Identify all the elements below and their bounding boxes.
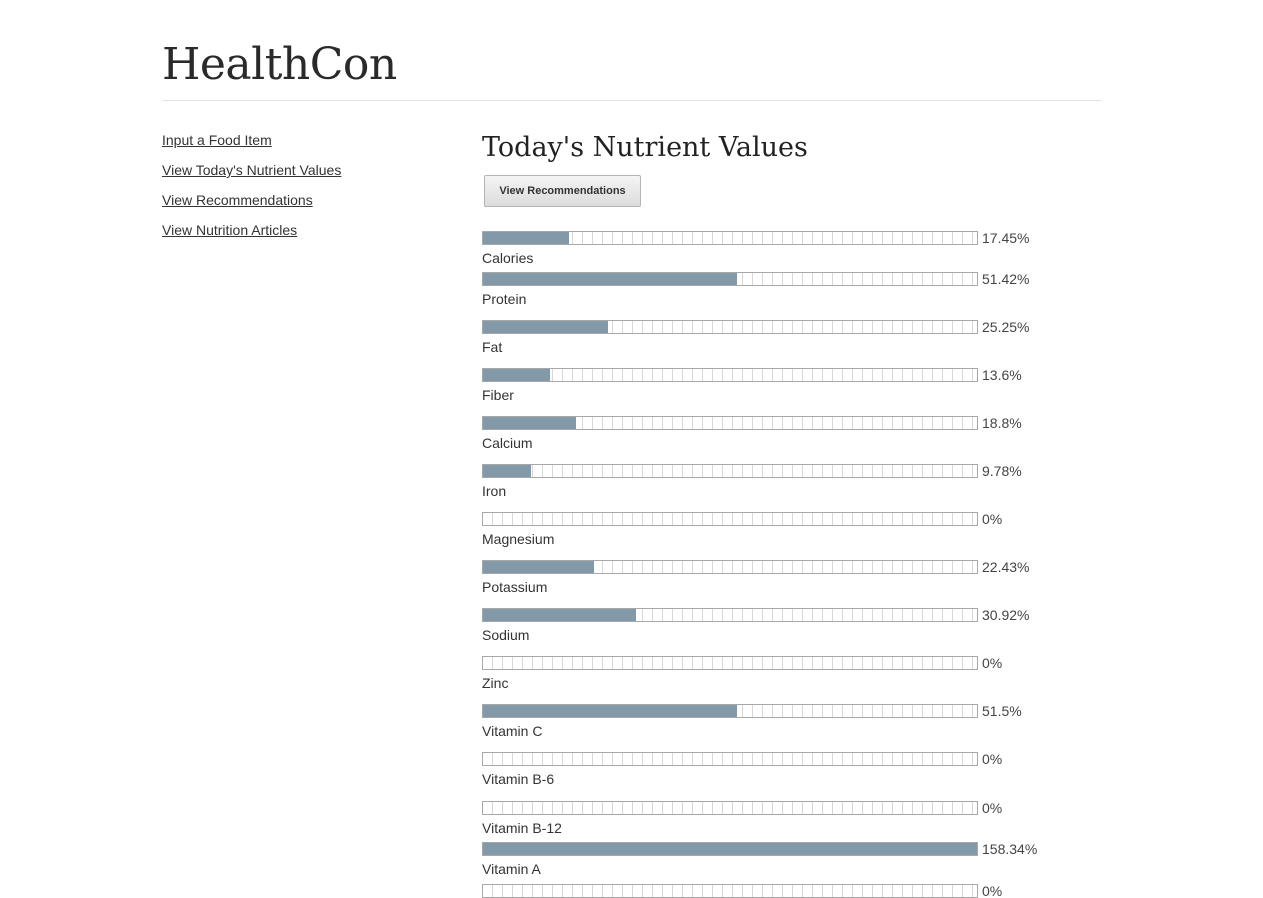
nutrient-label: Vitamin A <box>482 861 541 877</box>
nutrient-progress-bar <box>482 464 978 478</box>
nutrient-label: Magnesium <box>482 531 555 547</box>
nutrient-progress-fill <box>483 369 550 381</box>
sidebar-link-nutrient-values[interactable]: View Today's Nutrient Values <box>162 162 342 178</box>
nutrient-label: Potassium <box>482 579 548 595</box>
nutrient-row: 0% Magnesium <box>482 511 1102 556</box>
nutrient-percent: 25.25% <box>982 319 1030 335</box>
nutrient-row: 13.6% Fiber <box>482 367 1102 412</box>
nutrient-row: 30.92% Sodium <box>482 607 1102 652</box>
nutrient-row: 51.42% Protein <box>482 271 1102 316</box>
nutrient-row: 25.25% Fat <box>482 319 1102 364</box>
nutrient-progress-bar <box>482 752 978 766</box>
nutrient-percent: 0% <box>982 655 1003 671</box>
nutrient-label: Vitamin B-6 <box>482 771 555 787</box>
nutrient-progress-fill <box>483 417 576 429</box>
nutrient-progress-bar <box>482 704 978 718</box>
nutrient-progress-bar <box>482 560 978 574</box>
nutrient-row: 9.78% Iron <box>482 463 1102 508</box>
nutrient-label: Zinc <box>482 675 509 691</box>
nutrient-progress-fill <box>483 843 977 855</box>
sidebar-link-nutrition-articles[interactable]: View Nutrition Articles <box>162 222 298 238</box>
nutrient-label: Calories <box>482 250 534 266</box>
nutrient-percent: 0% <box>982 511 1003 527</box>
nutrient-progress-bar <box>482 272 978 286</box>
nutrient-progress-fill <box>483 705 737 717</box>
sidebar-link-recommendations[interactable]: View Recommendations <box>162 192 313 208</box>
nutrient-progress-bar <box>482 368 978 382</box>
nutrient-row: 0% Zinc <box>482 655 1102 700</box>
nutrient-label: Protein <box>482 291 527 307</box>
nutrient-progress-bar <box>482 656 978 670</box>
nutrient-label: Vitamin B-12 <box>482 820 562 836</box>
nutrient-percent: 30.92% <box>982 607 1030 623</box>
nutrient-label: Calcium <box>482 435 533 451</box>
nutrient-row: 17.45% Calories <box>482 230 1102 275</box>
nutrient-percent: 158.34% <box>982 841 1038 857</box>
main-content: Today's Nutrient Values View Recommendat… <box>482 130 1102 207</box>
nutrient-percent: 51.42% <box>982 271 1030 287</box>
nutrient-progress-fill <box>483 273 737 285</box>
nutrient-percent: 17.45% <box>982 230 1030 246</box>
nutrient-progress-bar <box>482 884 978 898</box>
nutrient-percent: 0% <box>982 751 1003 767</box>
nutrient-row: 0% Vitamin B-12 <box>482 800 1102 845</box>
nutrient-progress-bar <box>482 801 978 815</box>
sidebar-nav: Input a Food Item View Today's Nutrient … <box>162 130 462 250</box>
nutrient-label: Vitamin C <box>482 723 543 739</box>
nutrient-percent: 0% <box>982 800 1003 816</box>
sidebar-link-input-food[interactable]: Input a Food Item <box>162 132 272 148</box>
nutrient-row: 51.5% Vitamin C <box>482 703 1102 748</box>
nutrient-percent: 9.78% <box>982 463 1022 479</box>
nutrient-progress-bar <box>482 416 978 430</box>
nutrient-progress-fill <box>483 561 594 573</box>
nutrient-row: 18.8% Calcium <box>482 415 1102 460</box>
nutrient-row: 0% <box>482 883 1102 898</box>
header-divider <box>162 100 1102 101</box>
nutrient-progress-bar <box>482 842 978 856</box>
nutrient-label: Sodium <box>482 627 530 643</box>
view-recommendations-button[interactable]: View Recommendations <box>484 175 641 207</box>
nutrient-row: 158.34% Vitamin A <box>482 841 1102 886</box>
nutrient-progress-fill <box>483 609 636 621</box>
nutrient-progress-bar <box>482 231 978 245</box>
nutrient-row: 22.43% Potassium <box>482 559 1102 604</box>
nutrient-label: Iron <box>482 483 507 499</box>
nutrient-percent: 51.5% <box>982 703 1022 719</box>
nutrient-percent: 0% <box>982 883 1003 898</box>
nutrient-progress-fill <box>483 321 608 333</box>
site-title: HealthCon <box>162 39 397 90</box>
nutrient-label: Fiber <box>482 387 514 403</box>
nutrient-percent: 22.43% <box>982 559 1030 575</box>
nutrient-row: 0% Vitamin B-6 <box>482 751 1102 796</box>
page-title: Today's Nutrient Values <box>482 132 808 163</box>
nutrient-progress-bar <box>482 512 978 526</box>
nutrient-progress-bar <box>482 320 978 334</box>
nutrient-progress-bar <box>482 608 978 622</box>
nutrient-label: Fat <box>482 339 503 355</box>
nutrient-percent: 13.6% <box>982 367 1022 383</box>
nutrient-percent: 18.8% <box>982 415 1022 431</box>
nutrient-progress-fill <box>483 232 569 244</box>
nutrient-progress-fill <box>483 465 531 477</box>
